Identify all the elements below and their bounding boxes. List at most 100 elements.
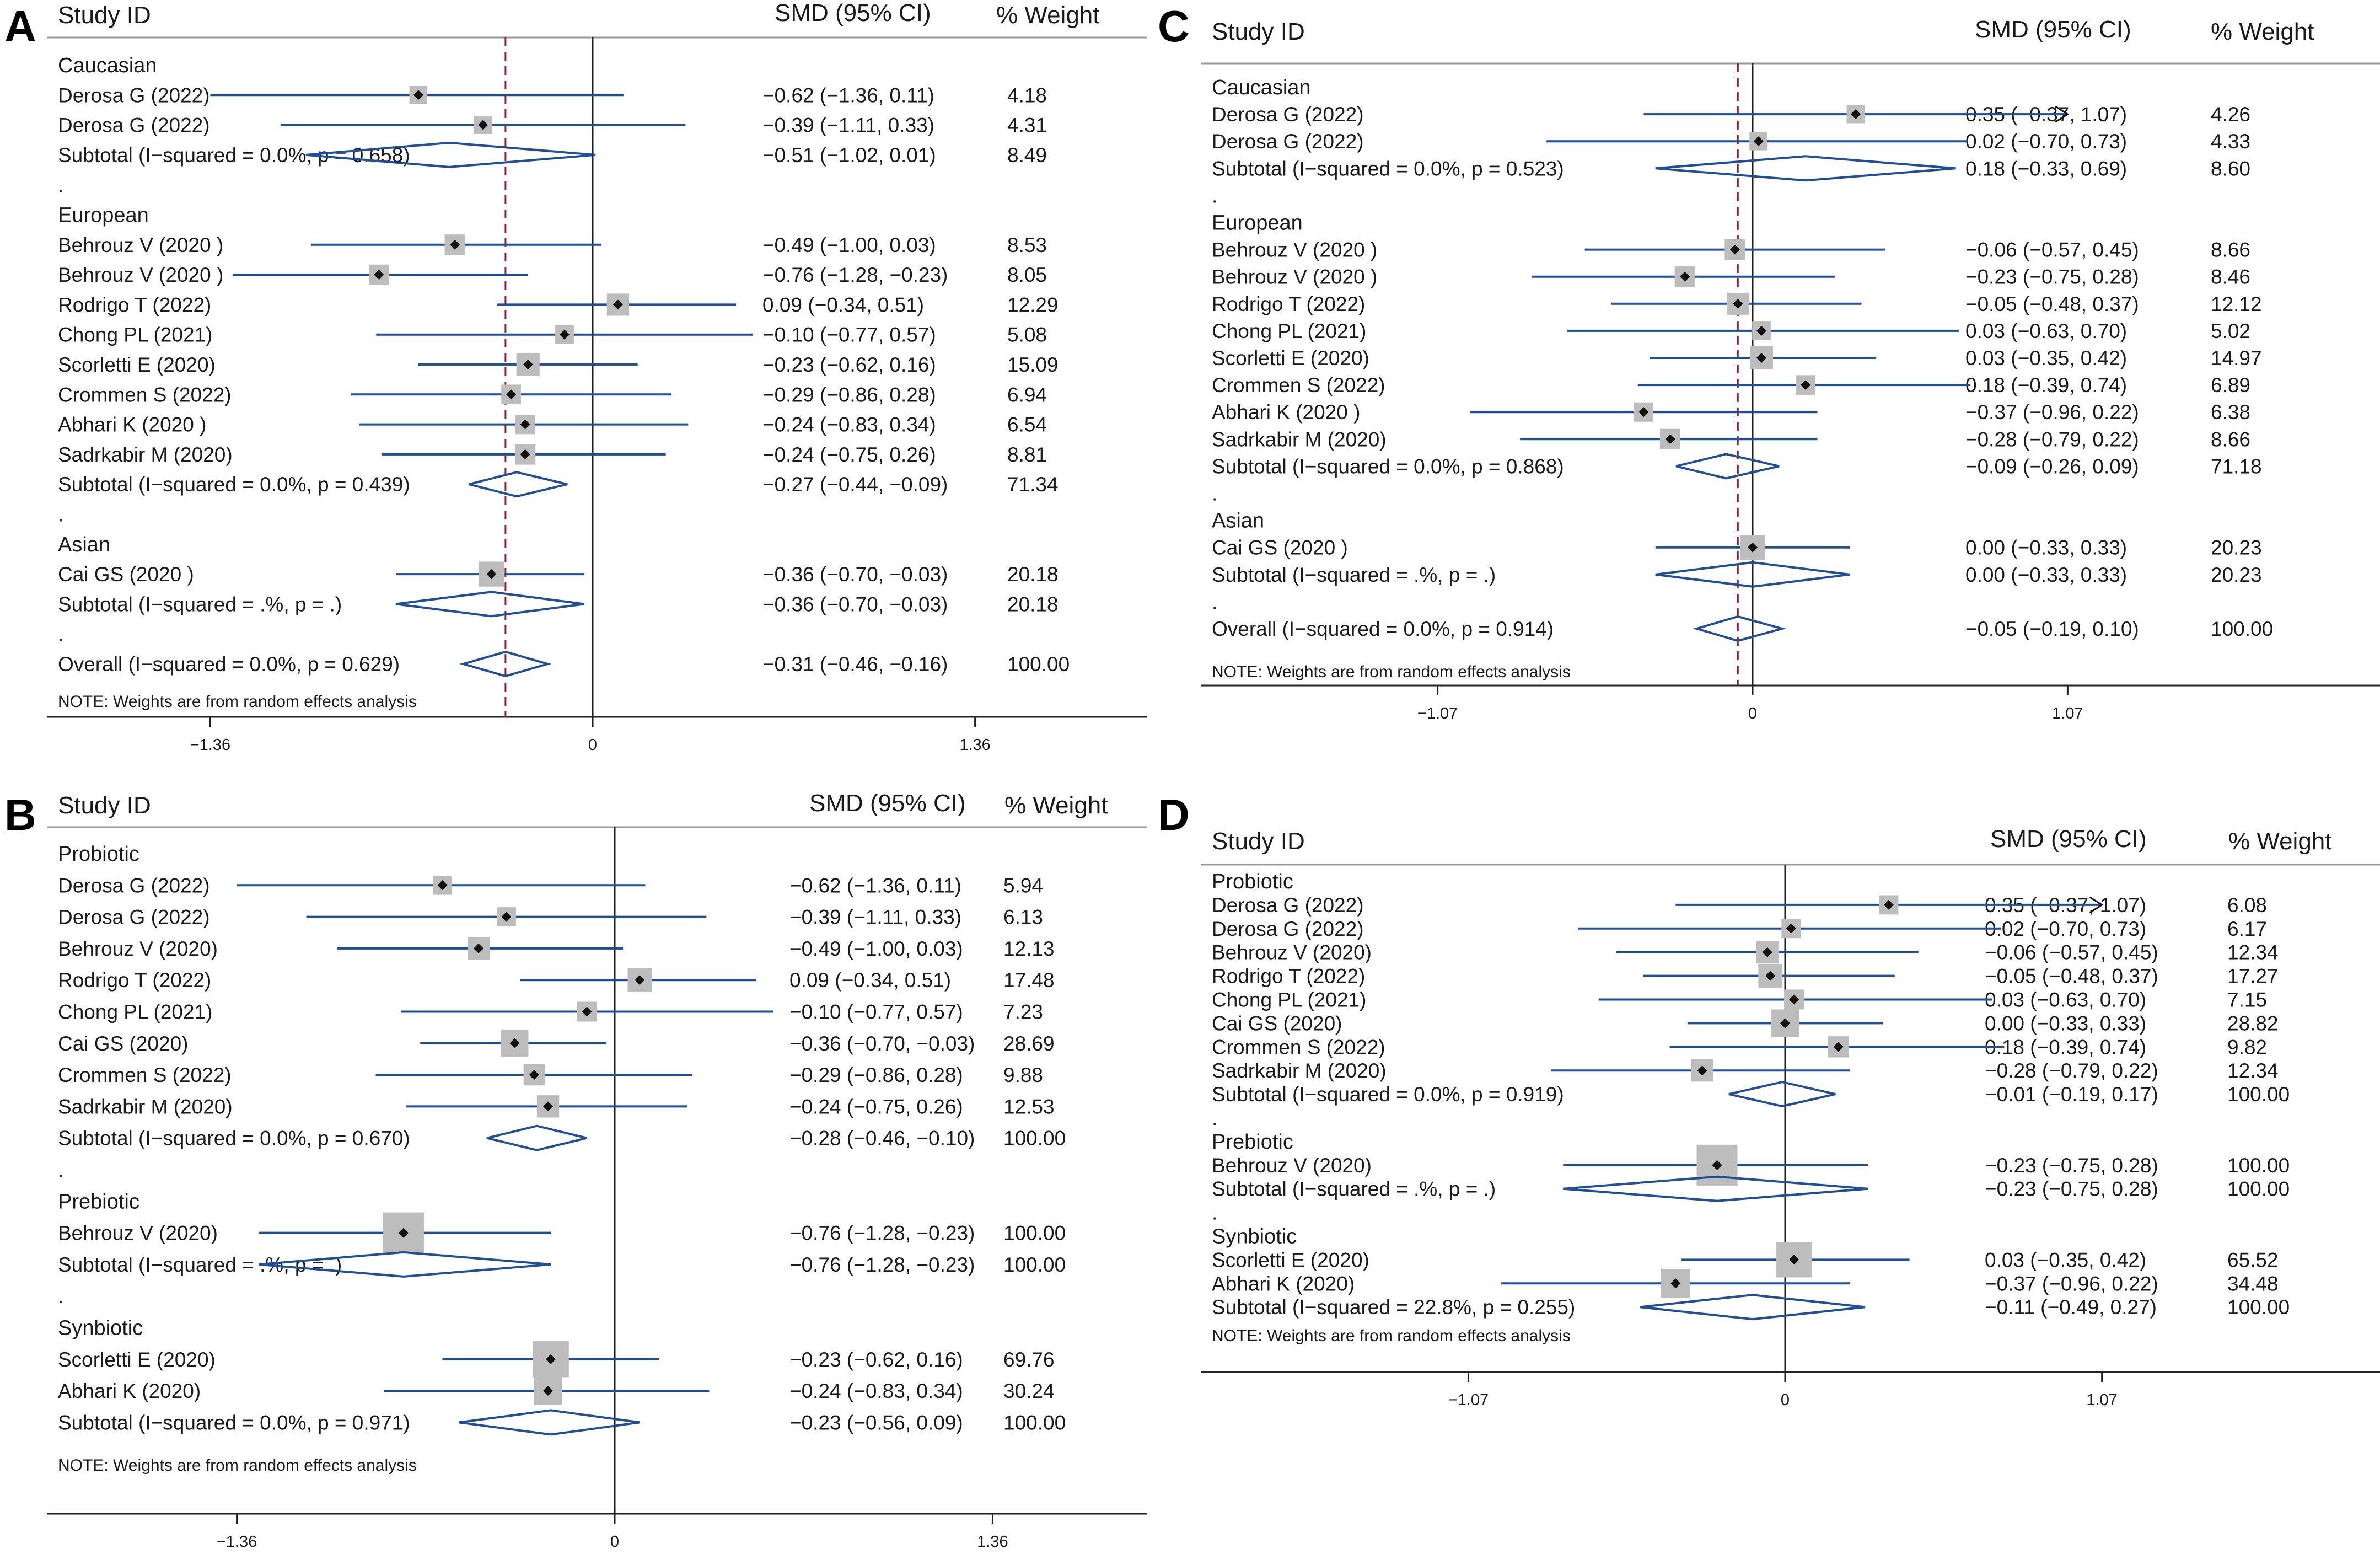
spacer-dot: .	[1212, 184, 1217, 207]
effect-ci-value: 0.03 (−0.35, 0.42)	[1965, 347, 2127, 369]
spacer-dot: .	[1212, 483, 1217, 505]
study-label: Sadrkabir M (2020)	[58, 1095, 233, 1118]
effect-ci-value: −0.31 (−0.46, −0.16)	[762, 653, 948, 676]
header-study-id: Study ID	[1212, 828, 1305, 855]
effect-ci-value: −0.23 (−0.75, 0.28)	[1985, 1154, 2158, 1177]
panel-label: A	[4, 2, 36, 51]
x-tick-label: −1.36	[190, 736, 230, 754]
point-estimate	[450, 239, 460, 250]
ci-arrow	[2055, 105, 2070, 123]
spacer-dot: .	[58, 174, 63, 196]
x-tick-label: 1.36	[977, 1533, 1008, 1551]
effect-ci-value: 0.00 (−0.33, 0.33)	[1985, 1012, 2146, 1035]
effect-ci-value: −0.23 (−0.75, 0.28)	[1965, 266, 2139, 288]
spacer-dot: .	[58, 1285, 63, 1307]
spacer-dot: .	[1212, 591, 1217, 613]
study-label: Behrouz V (2020)	[1212, 941, 1372, 964]
study-label: Scorletti E (2020)	[58, 353, 216, 376]
effect-ci-value: −0.36 (−0.70, −0.03)	[789, 1032, 975, 1055]
effect-ci-value: −0.36 (−0.70, −0.03)	[762, 563, 948, 586]
study-label: Derosa G (2022)	[58, 114, 210, 137]
subtotal-label: Subtotal (I−squared = .%, p = .)	[1212, 564, 1496, 586]
study-label: Sadrkabir M (2020)	[1212, 1059, 1387, 1082]
header-weight: % Weight	[1004, 792, 1108, 819]
study-label: Sadrkabir M (2020)	[58, 443, 233, 466]
header-effect: SMD (95% CI)	[809, 790, 966, 817]
pooled-diamond	[259, 1251, 551, 1278]
weight-value: 100.00	[2227, 1178, 2290, 1201]
weight-value: 5.08	[1007, 324, 1047, 346]
forest-panel-C: C Study ID SMD (95% CI) % Weight −1.07 0 1.07 C…	[1158, 2, 2380, 722]
effect-ci-value: −0.28 (−0.79, 0.22)	[1965, 428, 2139, 451]
effect-ci-value: 0.09 (−0.34, 0.51)	[789, 969, 951, 992]
effect-ci-value: −0.29 (−0.86, 0.28)	[762, 383, 936, 406]
subgroup-label: Caucasian	[58, 54, 157, 77]
weight-value: 30.24	[1003, 1380, 1055, 1402]
subgroup-label: Asian	[1212, 510, 1264, 533]
effect-ci-value: −0.01 (−0.19, 0.17)	[1985, 1083, 2158, 1106]
effect-ci-value: −0.10 (−0.77, 0.57)	[789, 1001, 963, 1024]
weight-value: 12.29	[1007, 293, 1059, 316]
subtotal-label: Subtotal (I−squared = 0.0%, p = 0.523)	[1212, 157, 1564, 180]
point-estimate	[1762, 947, 1772, 957]
forest-panel-A: A Study ID SMD (95% CI) % Weight −1.36 0 1.36 C…	[4, 0, 1147, 754]
point-estimate	[1697, 1065, 1707, 1076]
point-estimate	[543, 1101, 554, 1112]
point-estimate	[543, 1386, 554, 1396]
study-label: Abhari K (2020)	[1212, 1272, 1355, 1295]
effect-ci-value: −0.23 (−0.62, 0.16)	[789, 1348, 963, 1371]
weight-value: 15.09	[1007, 353, 1059, 376]
effect-ci-value: −0.28 (−0.79, 0.22)	[1985, 1059, 2158, 1082]
weight-value: 8.60	[2211, 157, 2250, 180]
header-study-id: Study ID	[58, 2, 151, 29]
point-estimate	[1789, 1255, 1799, 1265]
x-tick-label: 1.07	[2086, 1391, 2117, 1409]
effect-ci-value: −0.24 (−0.75, 0.26)	[762, 443, 936, 466]
header-weight: % Weight	[2228, 828, 2332, 855]
weight-value: 100.00	[1003, 1253, 1066, 1276]
weight-value: 100.00	[1003, 1127, 1066, 1150]
study-label: Behrouz V (2020)	[58, 1222, 218, 1245]
point-estimate	[520, 419, 530, 430]
study-label: Derosa G (2022)	[1212, 894, 1364, 917]
weight-value: 17.27	[2227, 965, 2279, 988]
effect-ci-value: 0.09 (−0.34, 0.51)	[762, 293, 924, 316]
weight-value: 7.15	[2227, 989, 2267, 1011]
study-label: Crommen S (2022)	[1212, 374, 1385, 396]
weight-value: 9.88	[1003, 1064, 1043, 1086]
point-estimate	[523, 360, 533, 369]
subtotal-label: Subtotal (I−squared = 0.0%, p = 0.868)	[1212, 455, 1564, 478]
subtotal-label: Subtotal (I−squared = .%, p = .)	[1212, 1178, 1496, 1201]
footnote: NOTE: Weights are from random effects an…	[58, 693, 417, 711]
study-label: Behrouz V (2020 )	[1212, 239, 1377, 261]
point-estimate	[1765, 971, 1776, 981]
footnote: NOTE: Weights are from random effects an…	[1212, 1327, 1571, 1345]
effect-ci-value: 0.18 (−0.39, 0.74)	[1985, 1036, 2146, 1058]
point-estimate	[529, 1070, 539, 1080]
header-weight: % Weight	[2211, 18, 2314, 45]
weight-value: 12.12	[2211, 293, 2262, 315]
weight-value: 100.00	[1003, 1411, 1066, 1434]
panel-label: B	[4, 790, 36, 839]
point-estimate	[613, 299, 623, 310]
effect-ci-value: −0.23 (−0.75, 0.28)	[1985, 1178, 2158, 1201]
point-estimate	[1712, 1160, 1722, 1170]
x-tick-label: 1.07	[2052, 705, 2083, 722]
spacer-dot: .	[1212, 1202, 1217, 1224]
subtotal-label: Subtotal (I−squared = 22.8%, p = 0.255)	[1212, 1296, 1575, 1319]
study-label: Behrouz V (2020)	[58, 937, 218, 960]
subgroup-label: Prebiotic	[58, 1190, 139, 1213]
point-estimate	[1789, 994, 1799, 1005]
effect-ci-value: 0.00 (−0.33, 0.33)	[1965, 537, 2127, 559]
weight-value: 6.38	[2211, 401, 2250, 424]
study-label: Crommen S (2022)	[58, 1064, 232, 1086]
point-estimate	[1733, 298, 1743, 309]
forest-panel-B: B Study ID SMD (95% CI) % Weight −1.36 0 1.36 P…	[4, 790, 1147, 1551]
effect-ci-value: 0.18 (−0.39, 0.74)	[1965, 374, 2127, 396]
weight-value: 6.94	[1007, 383, 1047, 406]
effect-ci-value: −0.05 (−0.48, 0.37)	[1965, 293, 2139, 315]
effect-ci-value: −0.24 (−0.83, 0.34)	[789, 1380, 963, 1402]
spacer-dot: .	[58, 1443, 63, 1466]
point-estimate	[398, 1228, 409, 1238]
pooled-diamond	[305, 141, 596, 168]
